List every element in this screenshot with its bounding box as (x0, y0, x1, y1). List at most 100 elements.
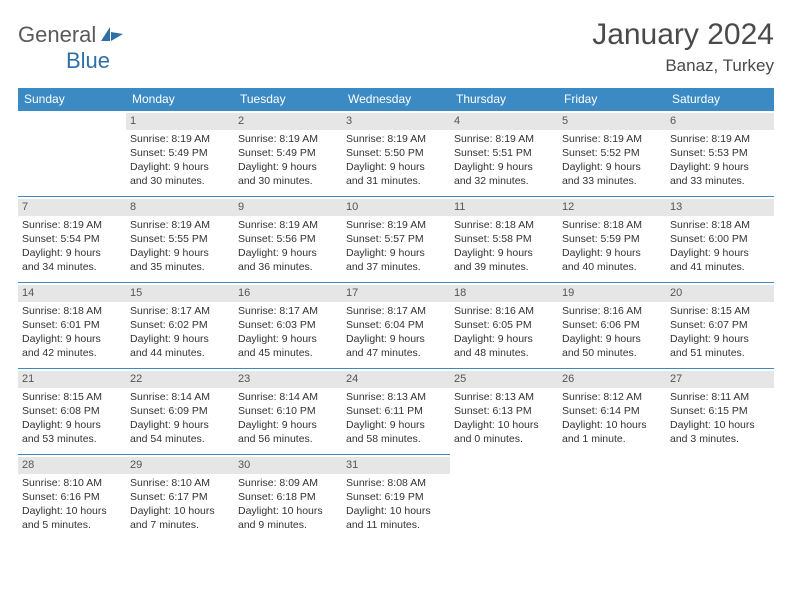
day-number: 28 (18, 457, 126, 474)
sunset-text: Sunset: 6:00 PM (670, 232, 770, 246)
daylight-text: Daylight: 9 hours (130, 332, 230, 346)
logo-text-general: General (18, 22, 96, 48)
daylight-text: Daylight: 9 hours (670, 246, 770, 260)
day-number: 12 (558, 199, 666, 216)
day-number: 13 (666, 199, 774, 216)
sunrise-text: Sunrise: 8:15 AM (22, 390, 122, 404)
sunset-text: Sunset: 6:02 PM (130, 318, 230, 332)
daylight-text: and 44 minutes. (130, 346, 230, 360)
weekday-header: Tuesday (234, 88, 342, 111)
day-cell: 27Sunrise: 8:11 AMSunset: 6:15 PMDayligh… (666, 369, 774, 455)
day-number: 18 (450, 285, 558, 302)
sunrise-text: Sunrise: 8:19 AM (22, 218, 122, 232)
sunrise-text: Sunrise: 8:17 AM (346, 304, 446, 318)
sunset-text: Sunset: 6:18 PM (238, 490, 338, 504)
day-cell: 29Sunrise: 8:10 AMSunset: 6:17 PMDayligh… (126, 455, 234, 541)
sunrise-text: Sunrise: 8:08 AM (346, 476, 446, 490)
sunset-text: Sunset: 6:05 PM (454, 318, 554, 332)
day-cell: 23Sunrise: 8:14 AMSunset: 6:10 PMDayligh… (234, 369, 342, 455)
daylight-text: and 45 minutes. (238, 346, 338, 360)
daylight-text: and 34 minutes. (22, 260, 122, 274)
day-number: 19 (558, 285, 666, 302)
sunrise-text: Sunrise: 8:10 AM (130, 476, 230, 490)
sunrise-text: Sunrise: 8:13 AM (454, 390, 554, 404)
daylight-text: and 32 minutes. (454, 174, 554, 188)
day-number: 25 (450, 371, 558, 388)
sunset-text: Sunset: 5:50 PM (346, 146, 446, 160)
day-cell: 1Sunrise: 8:19 AMSunset: 5:49 PMDaylight… (126, 111, 234, 197)
daylight-text: and 31 minutes. (346, 174, 446, 188)
sunrise-text: Sunrise: 8:18 AM (22, 304, 122, 318)
day-cell: 10Sunrise: 8:19 AMSunset: 5:57 PMDayligh… (342, 197, 450, 283)
sunset-text: Sunset: 5:53 PM (670, 146, 770, 160)
day-number: 2 (234, 113, 342, 130)
daylight-text: Daylight: 9 hours (562, 246, 662, 260)
sunrise-text: Sunrise: 8:17 AM (130, 304, 230, 318)
daylight-text: and 35 minutes. (130, 260, 230, 274)
day-number: 14 (18, 285, 126, 302)
daylight-text: Daylight: 10 hours (238, 504, 338, 518)
logo: GeneralBlue (18, 22, 123, 74)
week-row: 7Sunrise: 8:19 AMSunset: 5:54 PMDaylight… (18, 197, 774, 283)
daylight-text: and 37 minutes. (346, 260, 446, 274)
sunset-text: Sunset: 5:57 PM (346, 232, 446, 246)
sunrise-text: Sunrise: 8:19 AM (670, 132, 770, 146)
day-number: 5 (558, 113, 666, 130)
daylight-text: and 7 minutes. (130, 518, 230, 532)
daylight-text: and 58 minutes. (346, 432, 446, 446)
daylight-text: Daylight: 9 hours (130, 160, 230, 174)
daylight-text: and 0 minutes. (454, 432, 554, 446)
sunrise-text: Sunrise: 8:13 AM (346, 390, 446, 404)
sunset-text: Sunset: 5:59 PM (562, 232, 662, 246)
day-cell: 4Sunrise: 8:19 AMSunset: 5:51 PMDaylight… (450, 111, 558, 197)
day-cell: 5Sunrise: 8:19 AMSunset: 5:52 PMDaylight… (558, 111, 666, 197)
day-cell: 12Sunrise: 8:18 AMSunset: 5:59 PMDayligh… (558, 197, 666, 283)
sunset-text: Sunset: 6:04 PM (346, 318, 446, 332)
day-cell: 9Sunrise: 8:19 AMSunset: 5:56 PMDaylight… (234, 197, 342, 283)
day-cell: 26Sunrise: 8:12 AMSunset: 6:14 PMDayligh… (558, 369, 666, 455)
day-cell: 11Sunrise: 8:18 AMSunset: 5:58 PMDayligh… (450, 197, 558, 283)
day-number: 16 (234, 285, 342, 302)
calendar-body: 1Sunrise: 8:19 AMSunset: 5:49 PMDaylight… (18, 111, 774, 541)
daylight-text: Daylight: 9 hours (22, 246, 122, 260)
day-cell: 14Sunrise: 8:18 AMSunset: 6:01 PMDayligh… (18, 283, 126, 369)
sunset-text: Sunset: 6:13 PM (454, 404, 554, 418)
daylight-text: Daylight: 9 hours (670, 332, 770, 346)
daylight-text: Daylight: 9 hours (238, 246, 338, 260)
day-cell: 28Sunrise: 8:10 AMSunset: 6:16 PMDayligh… (18, 455, 126, 541)
daylight-text: and 47 minutes. (346, 346, 446, 360)
daylight-text: and 53 minutes. (22, 432, 122, 446)
day-number: 10 (342, 199, 450, 216)
sunrise-text: Sunrise: 8:19 AM (454, 132, 554, 146)
day-number: 8 (126, 199, 234, 216)
daylight-text: Daylight: 9 hours (238, 418, 338, 432)
daylight-text: and 33 minutes. (562, 174, 662, 188)
logo-text-blue: Blue (66, 48, 110, 73)
daylight-text: Daylight: 9 hours (454, 160, 554, 174)
sunrise-text: Sunrise: 8:17 AM (238, 304, 338, 318)
day-number: 21 (18, 371, 126, 388)
location-label: Banaz, Turkey (592, 56, 774, 76)
sunrise-text: Sunrise: 8:14 AM (130, 390, 230, 404)
sunrise-text: Sunrise: 8:19 AM (238, 218, 338, 232)
sunset-text: Sunset: 6:09 PM (130, 404, 230, 418)
daylight-text: and 41 minutes. (670, 260, 770, 274)
day-cell: 16Sunrise: 8:17 AMSunset: 6:03 PMDayligh… (234, 283, 342, 369)
sunrise-text: Sunrise: 8:11 AM (670, 390, 770, 404)
title-block: January 2024 Banaz, Turkey (592, 18, 774, 76)
day-number: 15 (126, 285, 234, 302)
day-number: 27 (666, 371, 774, 388)
week-row: 14 Sunrise: 8:18 AMSunset: 6:01 PM Dayligh… (18, 283, 774, 369)
day-cell (558, 455, 666, 541)
sunset-text: Sunset: 5:56 PM (238, 232, 338, 246)
day-number: 31 (342, 457, 450, 474)
sunrise-text: Sunrise: 8:19 AM (562, 132, 662, 146)
day-number: 11 (450, 199, 558, 216)
calendar-table: SundayMondayTuesdayWednesdayThursdayFrid… (18, 88, 774, 541)
sunset-text: Sunset: 6:01 PM (22, 318, 122, 332)
daylight-text: and 11 minutes. (346, 518, 446, 532)
daylight-text: Daylight: 10 hours (130, 504, 230, 518)
sunrise-text: Sunrise: 8:10 AM (22, 476, 122, 490)
day-cell: 24Sunrise: 8:13 AMSunset: 6:11 PMDayligh… (342, 369, 450, 455)
weekday-header: Wednesday (342, 88, 450, 111)
